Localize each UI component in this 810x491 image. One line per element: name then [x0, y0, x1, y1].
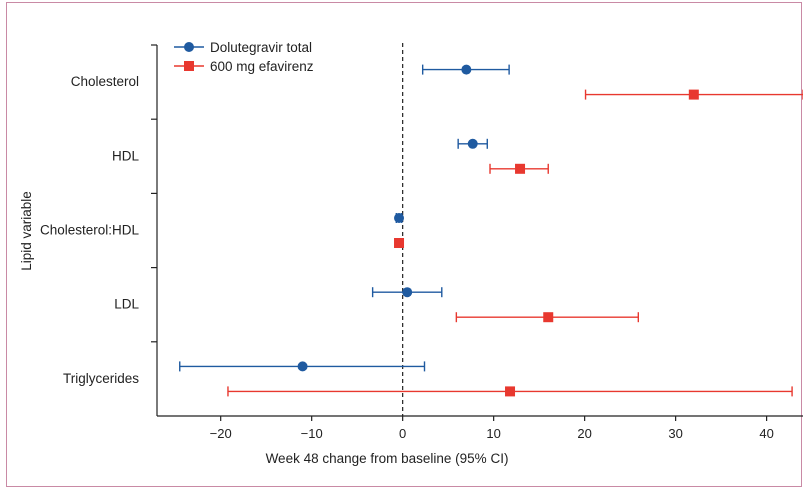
x-tick-label: 10 [486, 426, 500, 441]
x-axis-title: Week 48 change from baseline (95% CI) [266, 451, 509, 466]
x-tick-label: 40 [759, 426, 773, 441]
category-label: LDL [114, 297, 139, 312]
chart-frame: −20 −10 0 10 20 30 40 Cholesterol HDL Cholesterol… [6, 2, 803, 487]
estimate-point [394, 238, 405, 248]
estimate-point [543, 312, 554, 323]
legend-label: 600 mg efavirenz [210, 59, 314, 74]
data-marks [179, 64, 803, 397]
legend-label: Dolutegravir total [210, 40, 312, 55]
axes: −20 −10 0 10 20 30 40 Cholesterol HDL Cholesterol… [40, 44, 803, 441]
estimate-point [688, 89, 699, 100]
forest-plot: −20 −10 0 10 20 30 40 Cholesterol HDL Cholesterol… [19, 40, 803, 466]
category-label: Cholesterol [71, 74, 139, 89]
estimate-point [467, 138, 478, 149]
estimate-point [505, 386, 516, 397]
estimate-point [461, 64, 472, 75]
estimate-point [402, 287, 413, 298]
legend-marker [184, 42, 194, 52]
estimate-point [394, 213, 405, 223]
y-axis-title: Lipid variable [19, 191, 34, 271]
x-tick-label: 30 [668, 426, 682, 441]
legend: Dolutegravir total 600 mg efavirenz [174, 40, 314, 74]
category-label: Cholesterol:HDL [40, 223, 140, 238]
estimate-point [515, 163, 526, 174]
estimate-point [297, 361, 308, 372]
x-tick-label: −10 [301, 426, 323, 441]
category-label: HDL [112, 148, 139, 163]
legend-marker [184, 61, 194, 71]
x-tick-label: 0 [399, 426, 406, 441]
x-tick-label: −20 [210, 426, 232, 441]
category-label: Triglycerides [63, 371, 139, 386]
x-tick-label: 20 [577, 426, 591, 441]
